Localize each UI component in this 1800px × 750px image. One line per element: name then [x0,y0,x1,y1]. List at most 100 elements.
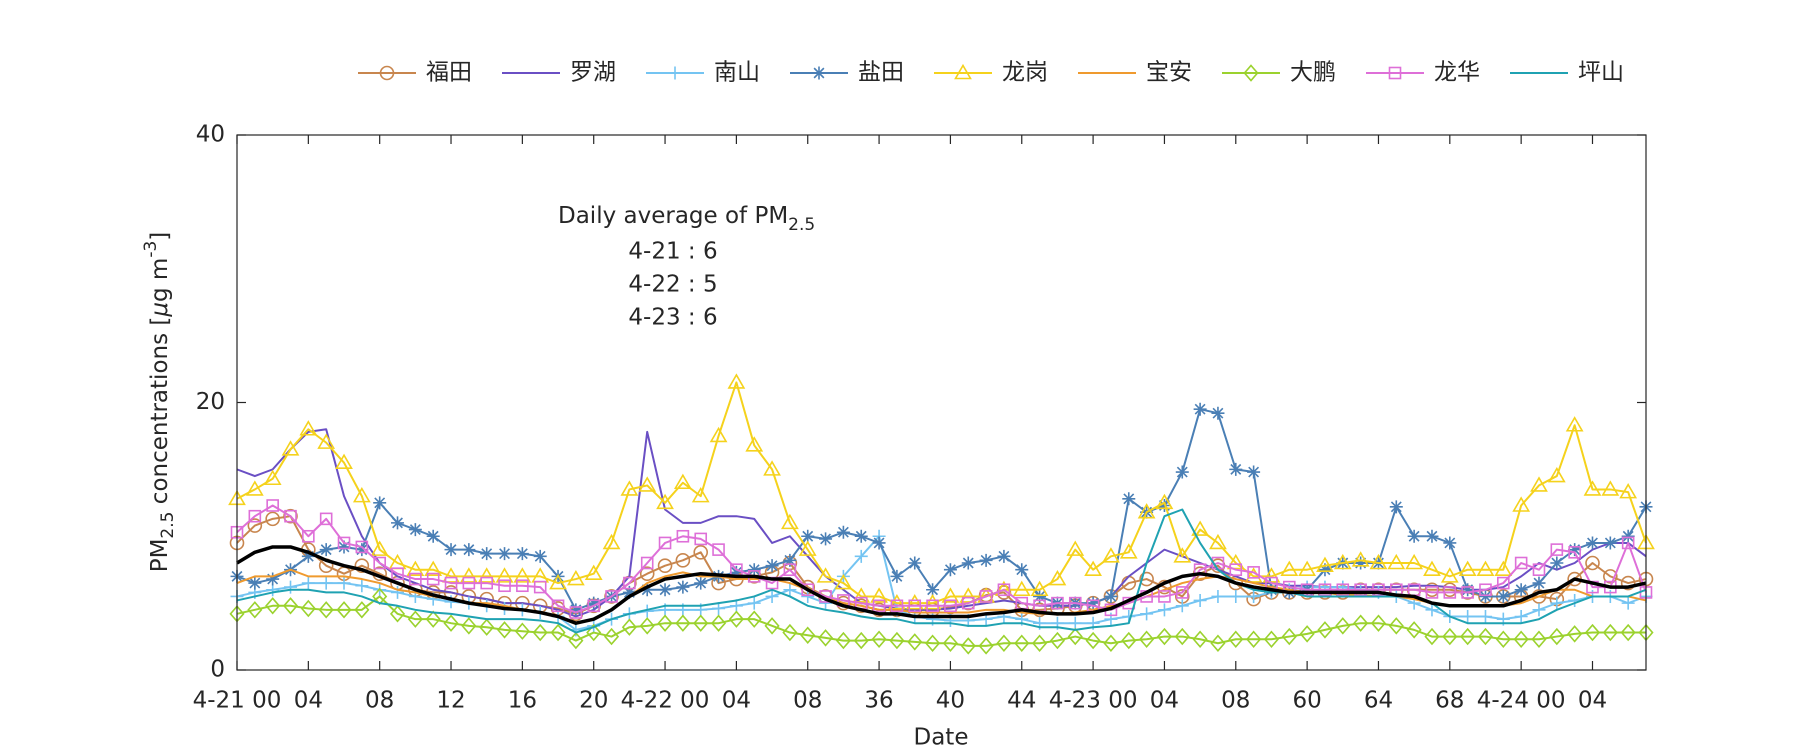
marker [1442,582,1458,598]
marker [691,487,710,503]
marker [391,585,405,599]
marker [1425,586,1439,599]
marker [852,587,871,603]
marker [854,549,868,563]
marker [391,516,405,530]
marker [1335,617,1351,635]
marker [907,633,923,651]
marker [1405,553,1424,570]
marker [1550,543,1564,556]
marker [1280,560,1299,576]
y-label-part: ] [147,232,173,241]
marker [602,533,621,550]
marker [1246,630,1262,648]
marker [389,605,406,623]
marker [462,576,476,590]
marker [872,599,886,613]
marker [1512,496,1531,512]
marker [480,547,494,561]
marker [622,585,636,599]
x-tick-label: 4-23 00 [1049,688,1138,714]
marker [693,614,709,632]
marker [1461,586,1474,599]
marker [1603,536,1617,550]
annotation-line: 4-22 : 5 [628,272,717,298]
marker [1478,589,1492,603]
marker [550,623,566,642]
marker [694,576,708,590]
marker [514,622,530,640]
marker [1513,630,1529,648]
marker [1585,555,1600,571]
marker [1567,625,1583,643]
marker [1298,560,1317,576]
marker [1353,614,1369,632]
marker [905,594,924,610]
marker [658,583,672,597]
marker [675,553,691,568]
marker [319,543,333,557]
annotation-line: 4-23 : 6 [628,305,717,331]
marker [1318,583,1332,597]
marker [640,556,654,570]
marker [477,567,496,583]
marker [549,573,567,590]
marker [248,509,262,523]
marker [248,576,262,590]
marker [1263,630,1280,648]
marker [426,572,440,586]
marker [1104,589,1118,603]
marker [710,614,727,632]
marker [1175,465,1189,479]
marker [709,426,728,443]
legend-marker [1388,66,1402,80]
marker [1209,533,1227,550]
marker [1158,590,1171,603]
legend-marker [1243,64,1259,82]
marker [1103,634,1119,652]
legend-label: 罗湖 [570,60,616,86]
marker [1122,492,1136,506]
marker [1210,634,1226,652]
marker [801,589,815,603]
marker [1407,529,1421,543]
marker [942,634,958,652]
marker [694,532,708,546]
marker [658,536,672,550]
marker [1068,616,1082,630]
legend-label: 福田 [426,60,472,86]
marker [1532,576,1546,590]
marker [1211,406,1225,420]
average-line [236,545,1647,625]
marker [676,529,690,543]
marker [480,576,493,590]
marker [1211,589,1225,603]
marker [266,499,279,512]
x-tick-label: 44 [1007,688,1036,714]
marker [1495,630,1511,648]
marker [587,599,601,613]
marker [854,529,868,543]
marker [1550,596,1564,610]
marker [1317,621,1333,639]
marker [747,596,761,610]
marker [443,614,459,632]
marker [923,594,942,610]
marker [941,587,960,603]
marker [781,513,799,530]
marker [586,623,602,642]
marker [639,566,655,582]
marker [870,587,888,603]
legend-marker [379,65,395,81]
marker [1247,465,1261,479]
marker [1602,623,1618,642]
x-tick-label: 68 [1435,688,1464,714]
marker [462,543,476,557]
marker [1048,569,1067,586]
marker [657,558,673,573]
marker [425,610,441,628]
marker [1494,560,1513,576]
marker [621,618,637,636]
marker [319,576,333,590]
marker [406,560,425,576]
